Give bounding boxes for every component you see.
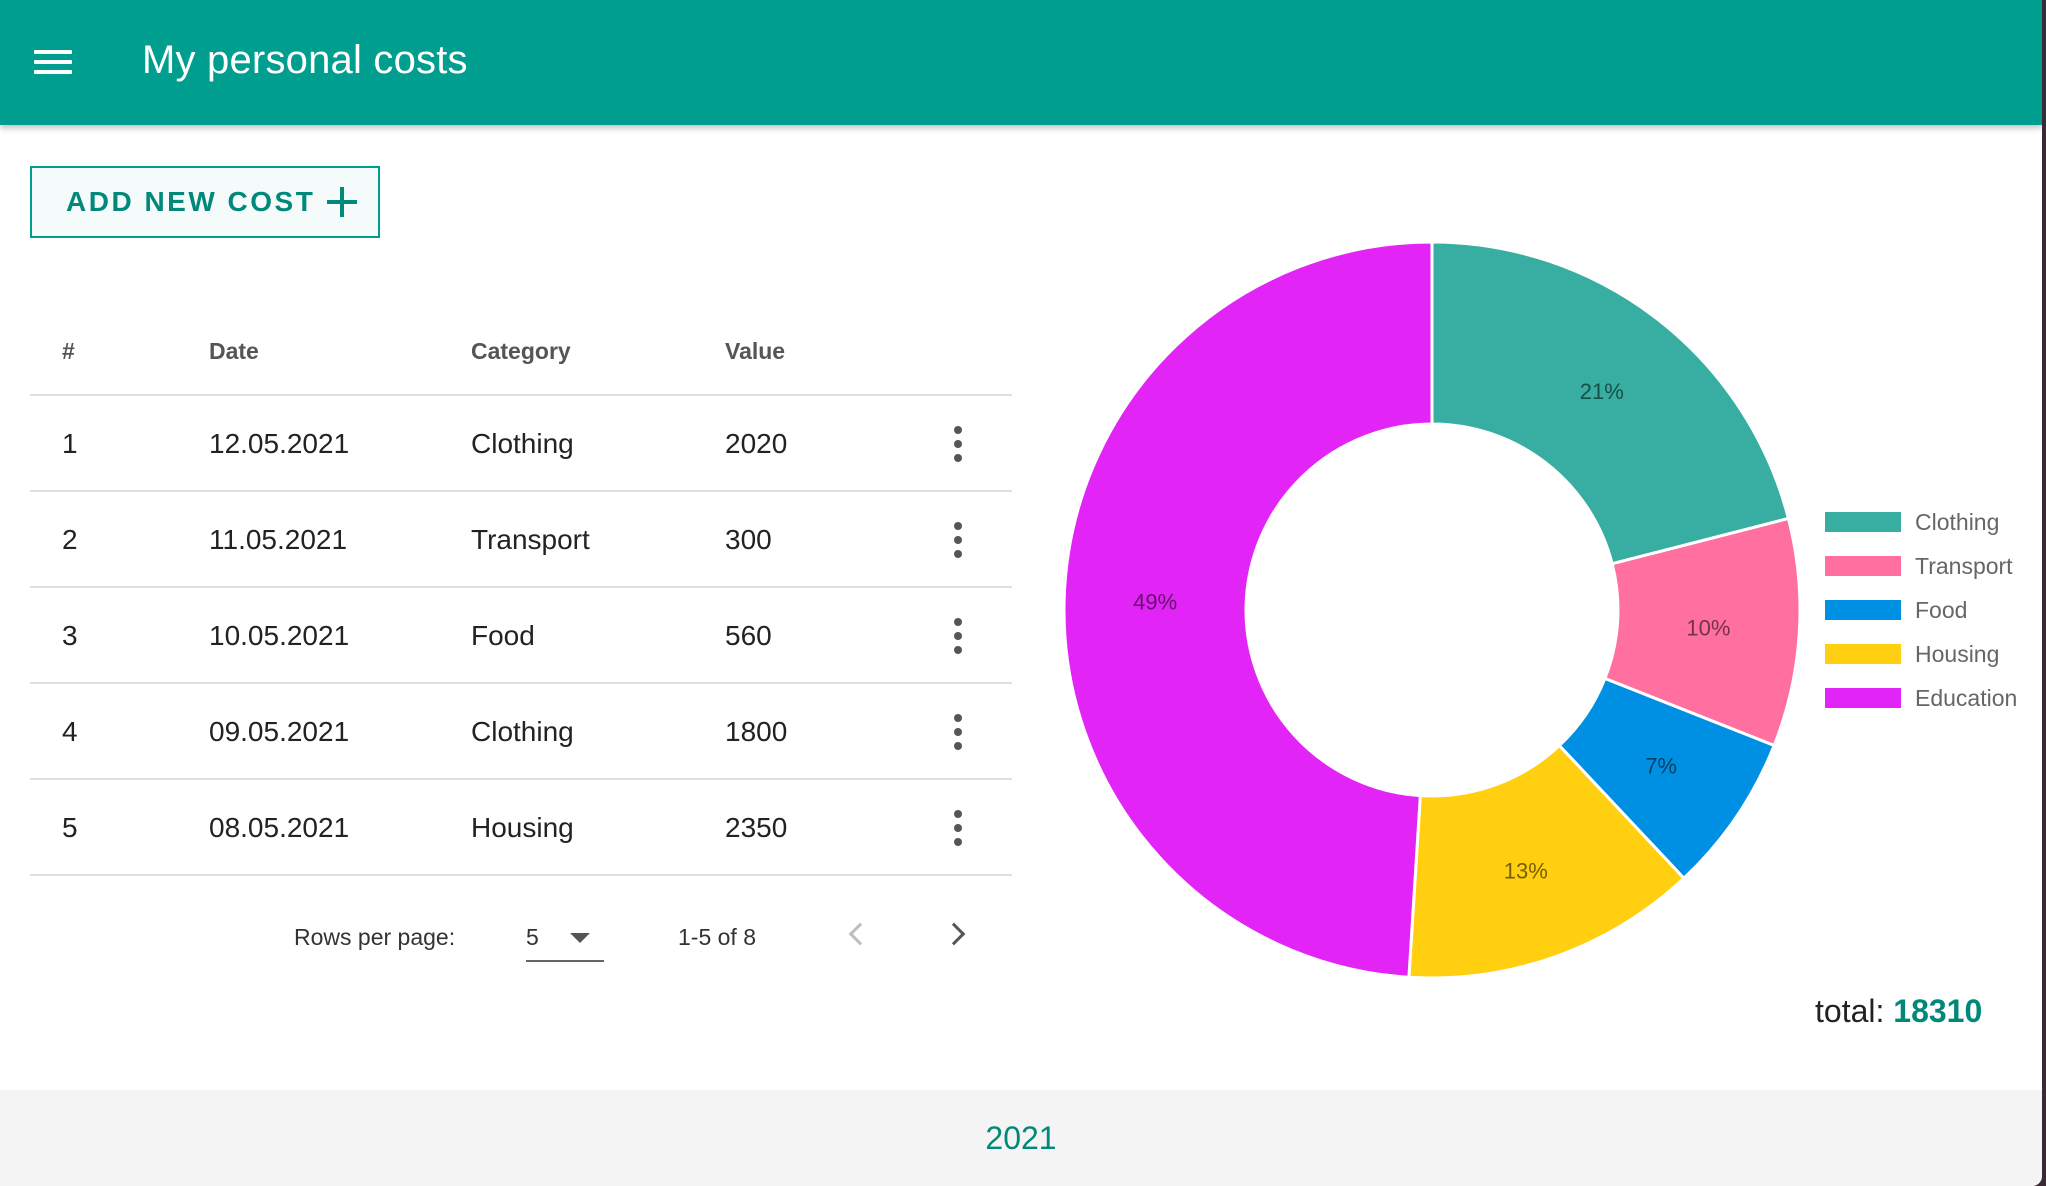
legend-label-education[interactable]: Education [1915, 685, 2017, 711]
rows-per-page-select[interactable]: 5 [526, 914, 604, 962]
row-number: 2 [62, 524, 78, 555]
legend-label-clothing[interactable]: Clothing [1915, 509, 1999, 535]
add-new-cost-button[interactable]: ADD NEW COST [30, 166, 380, 238]
row-date: 11.05.2021 [209, 524, 348, 555]
dropdown-arrow-icon [570, 933, 590, 943]
rows-per-page-value: 5 [526, 924, 539, 950]
row-category: Housing [471, 812, 574, 843]
row-value: 2020 [725, 428, 788, 459]
column-header-category: Category [471, 338, 571, 364]
row-value: 1800 [725, 716, 788, 747]
row-value: 300 [725, 524, 772, 555]
legend-swatch-housing[interactable] [1825, 644, 1901, 664]
row-date: 12.05.2021 [209, 428, 350, 459]
add-new-cost-label: ADD NEW COST [66, 186, 316, 217]
column-header-number: # [62, 338, 75, 364]
more-vert-icon[interactable] [948, 810, 968, 846]
table-row: 1 12.05.2021 Clothing 2020 [30, 396, 1012, 492]
chevron-right-icon[interactable] [942, 922, 966, 946]
total-value: 18310 [1893, 993, 1983, 1029]
chevron-left-icon[interactable] [848, 922, 872, 946]
year-selector[interactable]: 2021 [985, 1120, 1057, 1156]
footer: 2021 [0, 1090, 2042, 1186]
row-number: 1 [62, 428, 78, 459]
more-vert-icon[interactable] [948, 618, 968, 654]
costs-table: # Date Category Value 1 12.05.2021 Cloth… [30, 300, 1012, 876]
row-category: Clothing [471, 716, 574, 747]
table-row: 4 09.05.2021 Clothing 1800 [30, 684, 1012, 780]
slice-label-transport: 10% [1686, 615, 1730, 640]
row-date: 10.05.2021 [209, 620, 350, 651]
table-row: 5 08.05.2021 Housing 2350 [30, 780, 1012, 876]
column-header-value: Value [725, 338, 786, 364]
row-value: 2350 [725, 812, 788, 843]
total-summary: total: 18310 [1815, 993, 1982, 1030]
more-vert-icon[interactable] [948, 426, 968, 462]
menu-icon[interactable] [34, 48, 72, 76]
donut-chart-svg: 21% 10% 7% 13% 49% Clothing Transport Food Housi… [1062, 240, 2017, 980]
rows-per-page-label: Rows per page: [294, 924, 456, 950]
row-date: 08.05.2021 [209, 812, 350, 843]
legend-swatch-transport[interactable] [1825, 556, 1901, 576]
slice-housing[interactable] [1407, 743, 1687, 980]
plus-icon [327, 187, 358, 217]
pagination-range: 1-5 of 8 [678, 924, 756, 950]
legend-label-food[interactable]: Food [1915, 597, 1967, 623]
row-value: 560 [725, 620, 772, 651]
table-row: 2 11.05.2021 Transport 300 [30, 492, 1012, 588]
slice-label-housing: 13% [1504, 859, 1548, 884]
more-vert-icon[interactable] [948, 714, 968, 750]
slice-label-education: 49% [1133, 589, 1177, 614]
more-vert-icon[interactable] [948, 522, 968, 558]
row-number: 4 [62, 716, 78, 747]
row-number: 3 [62, 620, 78, 651]
row-number: 5 [62, 812, 78, 843]
slice-clothing[interactable] [1430, 240, 1791, 566]
row-category: Clothing [471, 428, 574, 459]
slice-education[interactable] [1062, 240, 1434, 979]
app-bar: My personal costs [0, 0, 2042, 125]
row-category: Food [471, 620, 535, 651]
slice-label-food: 7% [1645, 754, 1677, 779]
slice-label-clothing: 21% [1580, 379, 1624, 404]
table-pagination: Rows per page: 5 1-5 of 8 [30, 890, 1012, 980]
legend-swatch-clothing[interactable] [1825, 512, 1901, 532]
row-category: Transport [471, 524, 590, 555]
legend-label-housing[interactable]: Housing [1915, 641, 1999, 667]
legend-label-transport[interactable]: Transport [1915, 553, 2013, 579]
page-title: My personal costs [142, 38, 468, 82]
column-header-date: Date [209, 338, 259, 364]
table-header: # Date Category Value [30, 300, 1012, 396]
legend-swatch-food[interactable] [1825, 600, 1901, 620]
table-row: 3 10.05.2021 Food 560 [30, 588, 1012, 684]
row-date: 09.05.2021 [209, 716, 350, 747]
legend-swatch-education[interactable] [1825, 688, 1901, 708]
cost-donut-chart: 21% 10% 7% 13% 49% Clothing Transport Food Housi… [1050, 230, 2042, 990]
total-label: total: [1815, 993, 1885, 1029]
